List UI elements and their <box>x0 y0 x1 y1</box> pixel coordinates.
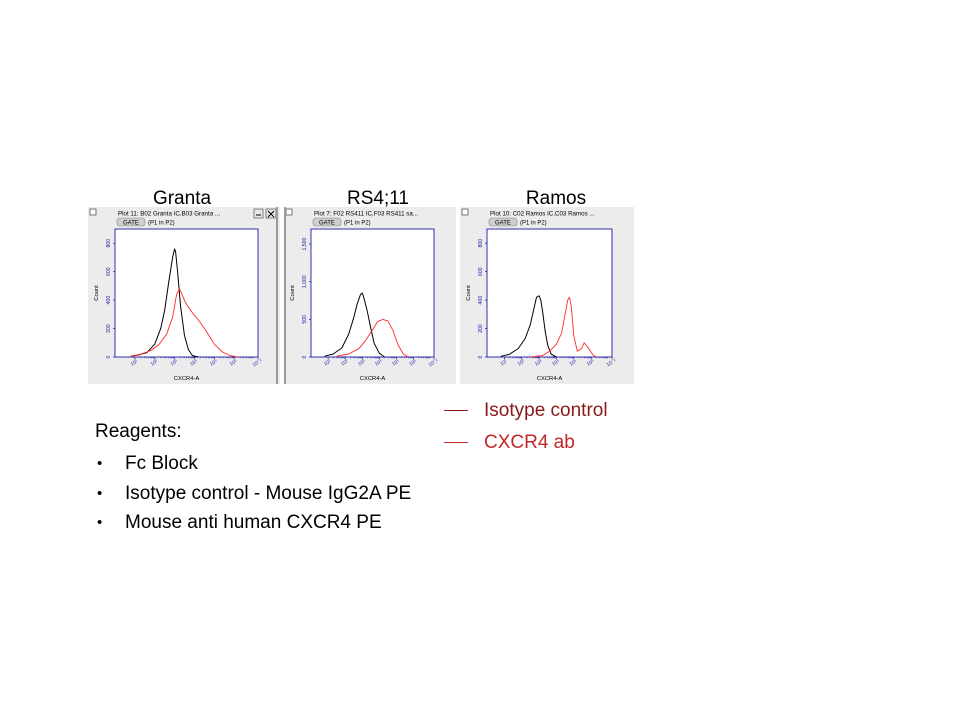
cxcr4-ab-histogram <box>530 296 597 358</box>
y-tick-label: 0 <box>106 355 112 358</box>
title-bar <box>285 208 455 217</box>
x-axis-label: CXCR4-A <box>174 376 200 382</box>
legend-isotype-label: Isotype control <box>484 400 608 421</box>
x-tick-label: 10¹ <box>130 359 140 368</box>
x-tick-label: 10⁶ <box>586 359 596 368</box>
title-bar <box>89 208 279 217</box>
y-tick-label: 500 <box>302 315 308 324</box>
y-tick-label: 0 <box>478 355 484 358</box>
y-tick-label: 0 <box>302 355 308 358</box>
gate-button-label: GATE <box>495 221 511 227</box>
plot-window-title: Plot 11: B02 Granta IC,B03 Granta ... <box>118 211 220 218</box>
x-tick-label: 10⁴ <box>551 359 561 368</box>
y-tick-label: 400 <box>106 296 112 305</box>
x-axis-label: CXCR4-A <box>360 376 386 382</box>
y-tick-label: 200 <box>478 324 484 333</box>
reagents-heading: Reagents: <box>95 421 182 442</box>
legend-isotype: Isotype control <box>444 400 608 422</box>
reagent-item: • Fc Block <box>95 449 411 479</box>
plot-window-title: Plot 10: C02 Ramos IC,C03 Ramos ... <box>490 211 595 218</box>
isotype-control-histogram <box>500 295 557 358</box>
y-tick-label: 800 <box>106 239 112 248</box>
window-corner-icon <box>461 208 469 216</box>
x-tick-label: 10⁴ <box>374 359 384 368</box>
gate-button-label: GATE <box>123 221 139 227</box>
x-tick-label: 10² <box>517 359 527 368</box>
minimize-icon <box>253 208 264 219</box>
isotype-control-histogram <box>324 292 385 358</box>
histogram-svg: Plot 11: B02 Granta IC,B03 Granta ... GAT… <box>89 207 279 384</box>
y-tick-label: 1,500 <box>302 237 308 250</box>
x-tick-label: 10³ <box>357 359 367 368</box>
plot-window-title: Plot 7: F02 RS411 IC,F03 RS411 sa... <box>314 211 418 218</box>
x-tick-label: 10¹ <box>499 359 509 368</box>
gate-text: (P1 in P2) <box>520 221 547 227</box>
x-tick-label: 10⁷.² <box>427 358 439 369</box>
x-tick-label: 10² <box>150 359 160 368</box>
reagent-item: • Mouse anti human CXCR4 PE <box>95 508 411 538</box>
y-axis-label: Count <box>94 285 100 301</box>
x-tick-label: 10¹ <box>323 359 333 368</box>
plot-frame <box>486 228 613 358</box>
x-tick-label: 10⁵ <box>391 359 401 368</box>
gate-button-label: GATE <box>319 221 335 227</box>
x-tick-label: 10² <box>340 359 350 368</box>
y-axis-label: Count <box>290 285 296 301</box>
x-tick-label: 10⁷.² <box>605 358 617 369</box>
x-tick-label: 10⁴ <box>189 359 199 368</box>
reagent-item-label: Isotype control - Mouse IgG2A PE <box>125 482 412 504</box>
title-bar <box>461 208 633 217</box>
gate-text: (P1 in P2) <box>344 221 371 227</box>
bullet-icon: • <box>97 455 103 472</box>
legend-cxcr4: CXCR4 ab <box>444 432 575 454</box>
x-tick-label: 10⁶ <box>408 359 418 368</box>
y-tick-label: 400 <box>478 296 484 305</box>
window-corner-icon <box>285 208 293 216</box>
x-tick-label: 10³ <box>534 359 544 368</box>
x-tick-label: 10⁷.² <box>251 358 263 369</box>
granta-title: Granta <box>152 188 212 209</box>
y-axis-label: Count <box>466 285 472 301</box>
x-tick-label: 10⁶ <box>229 359 239 368</box>
ramos-title: Ramos <box>525 188 587 209</box>
x-tick-label: 10⁵ <box>209 359 219 368</box>
x-tick-label: 10⁵ <box>568 359 578 368</box>
gate-button <box>488 217 518 227</box>
histogram-svg: Plot 10: C02 Ramos IC,C03 Ramos ... GATE (… <box>461 208 633 382</box>
reagent-item-label: Fc Block <box>125 453 198 474</box>
isotype-control-histogram <box>130 248 199 358</box>
ramos-histogram-panel: Plot 10: C02 Ramos IC,C03 Ramos ... GATE (… <box>460 207 634 384</box>
reagent-item-label: Mouse anti human CXCR4 PE <box>125 512 382 533</box>
granta-histogram-panel: Plot 11: B02 Granta IC,B03 Granta ... GAT… <box>88 207 280 384</box>
y-tick-label: 200 <box>106 324 112 333</box>
legend-cxcr4-label: CXCR4 ab <box>484 432 575 453</box>
reagents-block: Reagents: • Fc Block • Isotype control - M… <box>95 421 411 538</box>
reagent-item: • Isotype control - Mouse IgG2A PE <box>95 479 411 509</box>
bullet-icon: • <box>97 484 103 502</box>
reagents-list: • Fc Block • Isotype control - Mouse IgG2A… <box>95 449 411 538</box>
close-icon-glyph <box>267 210 275 218</box>
gate-text: (P1 in P2) <box>148 221 175 227</box>
x-tick-label: 10³ <box>169 359 179 368</box>
plot-frame <box>114 228 259 358</box>
cxcr4-ab-histogram <box>336 318 409 358</box>
histogram-svg: Plot 7: F02 RS411 IC,F03 RS411 sa... GATE… <box>284 207 455 384</box>
y-tick-label: 600 <box>106 267 112 276</box>
gate-button <box>116 217 146 227</box>
gate-button <box>312 217 342 227</box>
y-tick-label: 800 <box>478 239 484 248</box>
bullet-icon: • <box>97 514 103 531</box>
legend-isotype-swatch <box>444 410 468 412</box>
rs411-histogram-panel: Plot 7: F02 RS411 IC,F03 RS411 sa... GATE… <box>284 207 456 384</box>
legend-cxcr4-swatch <box>444 442 468 444</box>
y-tick-label: 600 <box>478 267 484 276</box>
x-axis-label: CXCR4-A <box>537 376 563 382</box>
window-corner-icon <box>89 208 97 216</box>
cxcr4-ab-histogram <box>130 288 239 358</box>
y-tick-label: 1,000 <box>302 275 308 288</box>
rs411-title: RS4;11 <box>347 188 409 209</box>
